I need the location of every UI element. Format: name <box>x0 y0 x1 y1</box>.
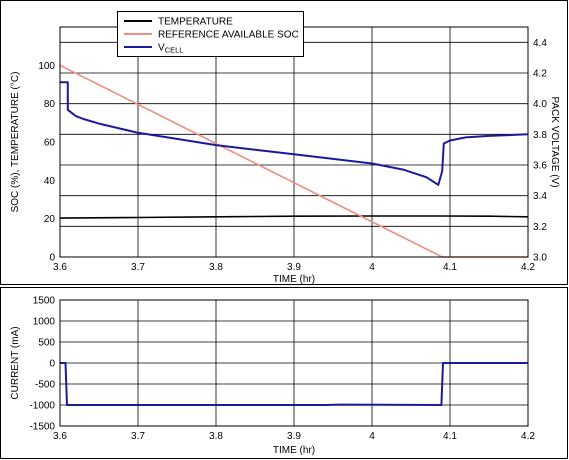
legend-entries: TEMPERATURE REFERENCE AVAILABLE SOC VCELL <box>124 17 299 55</box>
y-tick-label: 40 <box>44 176 56 187</box>
chart1-y2-axis-label: PACK VOLTAGE (V) <box>549 96 560 187</box>
chart2-series-group <box>60 362 528 406</box>
x-tick-label: 3.6 <box>53 431 67 442</box>
y2-tick-label: 4.0 <box>533 99 547 110</box>
legend-label: REFERENCE AVAILABLE SOC <box>158 30 299 41</box>
y-tick-label: 1500 <box>33 296 56 307</box>
chart1-y-axis-label: SOC (%), TEMPERATURE (°C) <box>10 72 21 213</box>
y-tick-label: 0 <box>49 359 55 370</box>
y-tick-label: -1500 <box>29 422 55 433</box>
x-tick-label: 4.2 <box>521 431 535 442</box>
top-panel-frame <box>0 0 568 285</box>
chart1-tick-labels: 3.6 3.7 3.8 3.9 4 4.1 4.2 0 20 40 60 80 100 3.0 3.2 3.4… <box>38 38 547 273</box>
x-tick-label: 3.7 <box>131 262 145 273</box>
legend-label: TEMPERATURE <box>158 17 233 28</box>
y-tick-label: 20 <box>44 214 56 225</box>
chart1-x-axis-label: TIME (hr) <box>273 274 315 285</box>
y2-tick-label: 4.2 <box>533 69 547 80</box>
x-tick-label: 3.8 <box>209 431 223 442</box>
y-tick-label: 80 <box>44 99 56 110</box>
bottom-panel-frame <box>0 287 568 459</box>
y-tick-label: 1000 <box>33 317 56 328</box>
series-line-vcell <box>60 81 529 186</box>
y-tick-label: -500 <box>35 380 55 391</box>
chart2-y-axis-label: CURRENT (mA) <box>10 326 21 399</box>
x-tick-label: 3.7 <box>131 431 145 442</box>
legend: TEMPERATURE REFERENCE AVAILABLE SOC VCELL <box>117 11 304 57</box>
chart2-plot-area <box>59 299 529 427</box>
x-tick-label: 3.9 <box>287 431 301 442</box>
x-tick-label: 4.1 <box>443 431 457 442</box>
y2-tick-label: 3.8 <box>533 130 547 141</box>
y-tick-label: 60 <box>44 138 56 149</box>
y2-tick-label: 4.4 <box>533 38 547 49</box>
y2-tick-label: 3.4 <box>533 191 547 202</box>
x-tick-label: 3.9 <box>287 262 301 273</box>
x-tick-label: 4.1 <box>443 262 457 273</box>
current-chart: 3.6 3.7 3.8 3.9 4 4.1 4.2 -1500 -1000 -500 0 500 100… <box>10 296 535 457</box>
y-tick-label: -1000 <box>29 401 55 412</box>
y2-tick-label: 3.2 <box>533 222 547 233</box>
chart2-tick-labels: 3.6 3.7 3.8 3.9 4 4.1 4.2 -1500 -1000 -500 0 500 100… <box>29 296 535 443</box>
x-tick-label: 3.6 <box>53 262 67 273</box>
chart2-x-axis-label: TIME (hr) <box>273 445 315 456</box>
x-tick-label: 4.2 <box>521 262 535 273</box>
y2-tick-label: 3.6 <box>533 161 547 172</box>
chart1-gridlines <box>60 27 528 257</box>
series-line-current <box>60 362 528 406</box>
legend-label: VCELL <box>158 43 183 55</box>
y-tick-label: 100 <box>38 61 55 72</box>
x-tick-label: 4 <box>369 431 375 442</box>
soc-temperature-voltage-chart: 3.6 3.7 3.8 3.9 4 4.1 4.2 0 20 40 60 80 100 3.0 3.2 3.4… <box>10 11 560 285</box>
x-tick-label: 4 <box>369 262 375 273</box>
y-tick-label: 0 <box>49 253 55 264</box>
y-tick-label: 500 <box>38 338 55 349</box>
series-line-temperature <box>59 215 529 219</box>
x-tick-label: 3.8 <box>209 262 223 273</box>
y2-tick-label: 3.0 <box>533 253 547 264</box>
